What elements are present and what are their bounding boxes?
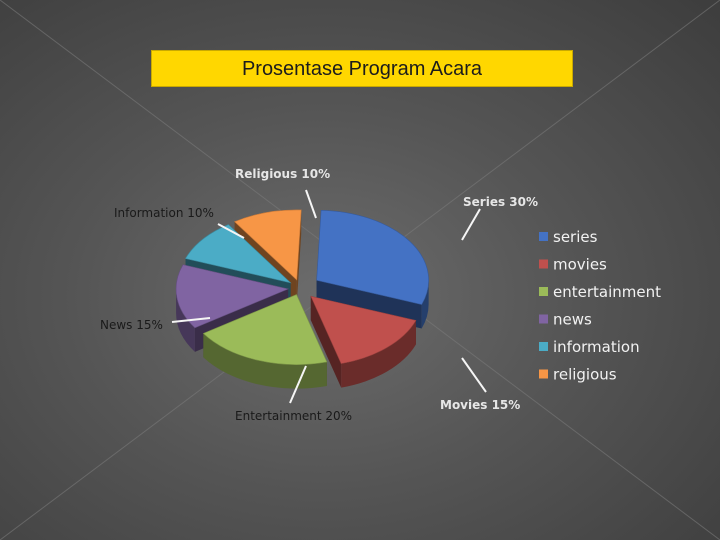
legend-swatch-movies	[539, 259, 548, 269]
legend-label-movies: movies	[553, 256, 607, 274]
leader-line-series	[461, 208, 481, 241]
data-label-series: Series 30%	[463, 195, 538, 209]
data-label-information: Information 10%	[114, 206, 214, 220]
legend-swatch-information	[539, 342, 548, 351]
pie-slice-information	[185, 224, 292, 284]
legend-label-series: series	[553, 228, 598, 246]
leader-line-entertainment	[289, 365, 307, 404]
legend-swatch-series	[539, 232, 548, 241]
data-label-religious: Religious 10%	[235, 167, 330, 181]
pie-slice-religious	[234, 209, 302, 281]
legend-swatch-entertainment	[539, 287, 548, 296]
pie-slice-news	[175, 264, 290, 329]
leader-line-information	[217, 223, 245, 239]
leader-line-religious	[305, 189, 317, 219]
data-label-movies: Movies 15%	[440, 398, 520, 412]
legend-label-information: information	[553, 338, 640, 356]
leader-line-news	[171, 317, 211, 323]
pie-slice-entertainment	[202, 294, 328, 365]
pie-tops	[175, 209, 429, 365]
legend-swatch-religious	[539, 369, 548, 379]
pie-slice-side-movies	[341, 320, 416, 388]
legend-label-entertainment: entertainment	[553, 283, 661, 301]
slide-title: Prosentase Program Acara	[151, 50, 573, 87]
pie-slice-series	[316, 209, 429, 305]
pie-slice-movies	[310, 295, 417, 364]
pie-slice-side-series	[421, 280, 429, 329]
legend-label-religious: religious	[553, 366, 617, 384]
pie-slice-wall-religious-1	[296, 209, 302, 304]
legend-swatch-news	[539, 314, 548, 324]
data-label-news: News 15%	[100, 318, 163, 332]
data-label-entertainment: Entertainment 20%	[235, 409, 352, 423]
leader-line-movies	[461, 357, 487, 393]
pie-slice-side-entertainment	[203, 333, 327, 389]
legend-label-news: news	[553, 311, 592, 329]
